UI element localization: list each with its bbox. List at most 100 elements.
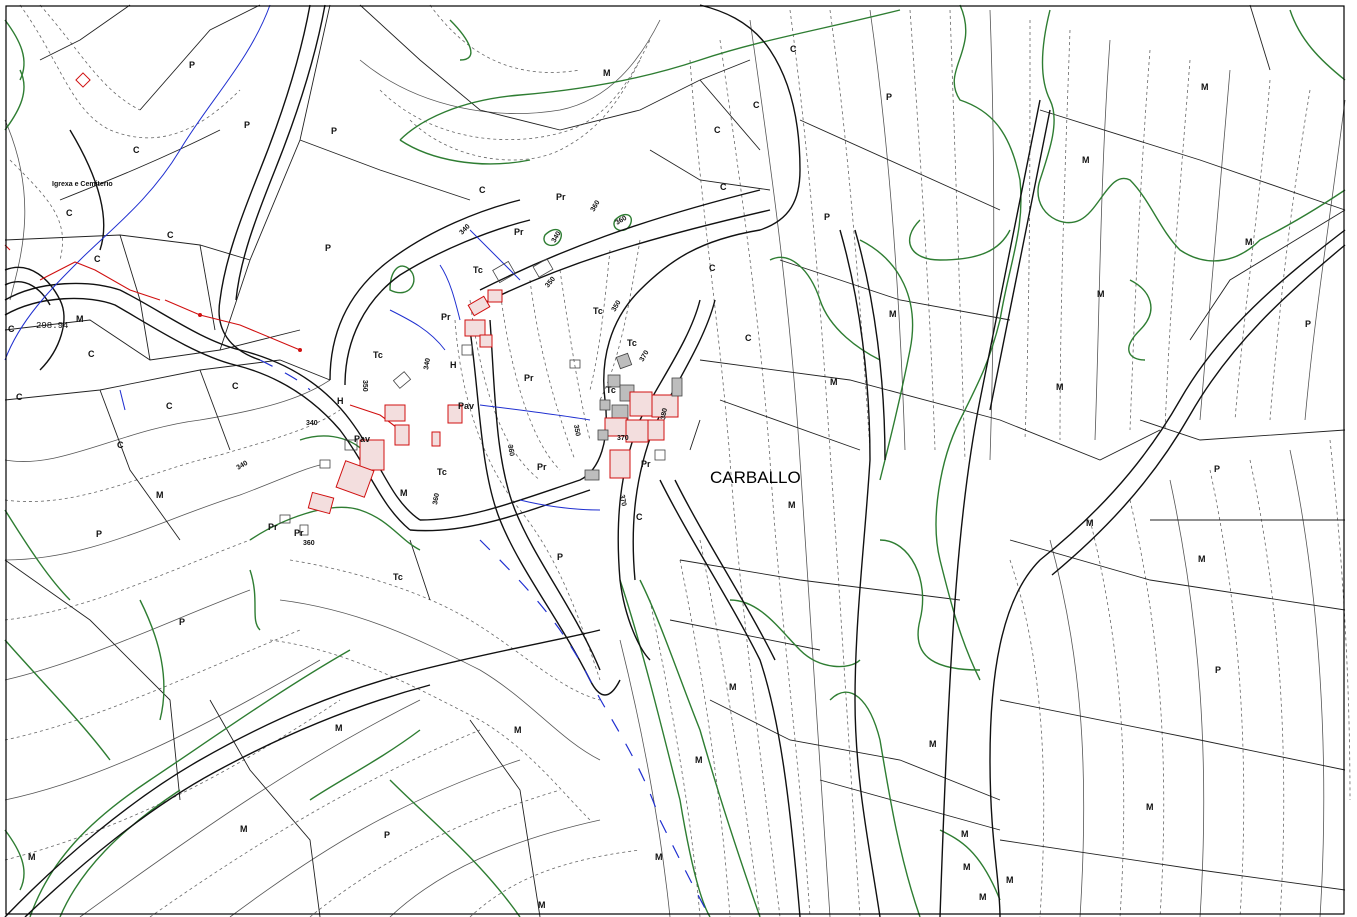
land-use-label: M xyxy=(1097,289,1105,299)
land-use-label: P xyxy=(331,126,337,136)
land-use-label: Pr xyxy=(524,373,534,383)
land-use-label: Pr xyxy=(268,522,278,532)
land-use-label: Pav xyxy=(458,401,474,411)
land-use-label: Pr xyxy=(514,227,524,237)
contour-label: 360 xyxy=(432,493,441,506)
land-use-label: H xyxy=(337,396,344,406)
land-use-label: M xyxy=(156,490,164,500)
land-use-label: C xyxy=(745,333,752,343)
land-use-label: C xyxy=(88,349,95,359)
contour-label: 350 xyxy=(611,299,623,313)
land-use-label: C xyxy=(133,145,140,155)
land-use-label: M xyxy=(1006,875,1014,885)
land-use-label: Pr xyxy=(294,528,304,538)
land-use-label: C xyxy=(8,324,15,334)
land-use-label: P xyxy=(244,120,250,130)
land-use-label: M xyxy=(961,829,969,839)
land-use-label: M xyxy=(695,755,703,765)
contour-label: 350 xyxy=(572,424,581,437)
land-use-label: M xyxy=(1198,554,1206,564)
land-use-label: M xyxy=(603,68,611,78)
land-use-label: P xyxy=(1215,665,1221,675)
land-use-label: P xyxy=(189,60,195,70)
contour-label: 360 xyxy=(590,199,602,213)
land-use-label: M xyxy=(1086,518,1094,528)
land-use-labels: P P C C C C M C C C C C C P P C Pr Tc Pr… xyxy=(8,44,1311,910)
land-use-label: C xyxy=(720,182,727,192)
map-frame xyxy=(5,5,1345,915)
land-use-label: C xyxy=(790,44,797,54)
land-use-label: M xyxy=(1146,802,1154,812)
contour-label: 370 xyxy=(617,435,629,442)
land-use-label: P xyxy=(179,617,185,627)
land-use-label: P xyxy=(384,830,390,840)
land-use-label: M xyxy=(729,682,737,692)
contour-label: 360 xyxy=(615,215,629,227)
land-use-label: P xyxy=(1214,464,1220,474)
place-name: CARBALLO xyxy=(710,468,801,487)
land-use-label: P xyxy=(557,552,563,562)
land-use-label: M xyxy=(76,314,84,324)
land-use-label: M xyxy=(1056,382,1064,392)
land-use-label: M xyxy=(655,852,663,862)
spot-height: 298.94 xyxy=(36,321,68,331)
land-use-label: M xyxy=(979,892,987,902)
contour-label: 380 xyxy=(660,408,669,421)
land-use-label: P xyxy=(1305,319,1311,329)
contour-label: 340 xyxy=(306,420,318,427)
land-use-label: C xyxy=(753,100,760,110)
contour-label: 370 xyxy=(639,349,651,363)
contour-lines xyxy=(4,4,1351,917)
contour-label: 340 xyxy=(236,460,250,472)
land-use-label: M xyxy=(830,377,838,387)
land-use-label: M xyxy=(1201,82,1209,92)
land-use-label: M xyxy=(335,723,343,733)
land-use-label: M xyxy=(788,500,796,510)
land-use-label: C xyxy=(117,440,124,450)
land-use-label: Tc xyxy=(627,338,637,348)
land-use-label: P xyxy=(96,529,102,539)
land-use-label: C xyxy=(714,125,721,135)
land-use-label: M xyxy=(1082,155,1090,165)
land-use-label: P xyxy=(886,92,892,102)
land-use-label: Tc xyxy=(393,572,403,582)
contour-label: 370 xyxy=(618,494,627,507)
land-use-label: Tc xyxy=(437,467,447,477)
contour-label: 360 xyxy=(506,444,515,457)
land-use-label: C xyxy=(167,230,174,240)
contour-label: 340 xyxy=(423,358,432,371)
contour-labels: 340 350 360 340 350 360 350 340 340 360 … xyxy=(236,199,670,547)
land-use-label: M xyxy=(28,852,36,862)
land-use-label: M xyxy=(514,725,522,735)
contour-label: 340 xyxy=(551,230,563,244)
land-use-label: C xyxy=(166,401,173,411)
land-use-label: H xyxy=(450,360,457,370)
land-use-label: M xyxy=(889,309,897,319)
land-use-label: M xyxy=(538,900,546,910)
land-use-label: Tc xyxy=(606,385,616,395)
contour-label: 360 xyxy=(303,540,315,547)
land-use-label: M xyxy=(1245,237,1253,247)
land-use-label: M xyxy=(240,824,248,834)
parcel-boundaries xyxy=(4,4,1346,917)
land-use-label: M xyxy=(929,739,937,749)
land-use-label: Pr xyxy=(441,312,451,322)
land-use-label: P xyxy=(824,212,830,222)
land-use-label: C xyxy=(709,263,716,273)
contour-label: 350 xyxy=(361,380,368,392)
land-use-label: C xyxy=(479,185,486,195)
land-use-label: Tc xyxy=(473,265,483,275)
land-use-label: Pr xyxy=(556,192,566,202)
land-use-label: M xyxy=(963,862,971,872)
land-use-label: P xyxy=(325,243,331,253)
vegetation-boundaries xyxy=(4,4,1346,917)
land-use-label: Tc xyxy=(593,306,603,316)
land-use-label: C xyxy=(232,381,239,391)
land-use-label: Pav xyxy=(354,434,370,444)
streams xyxy=(4,4,711,917)
church-label: Igrexa e Cemiterio xyxy=(52,181,113,188)
land-use-label: C xyxy=(66,208,73,218)
land-use-label: C xyxy=(636,512,643,522)
land-use-label: C xyxy=(94,254,101,264)
